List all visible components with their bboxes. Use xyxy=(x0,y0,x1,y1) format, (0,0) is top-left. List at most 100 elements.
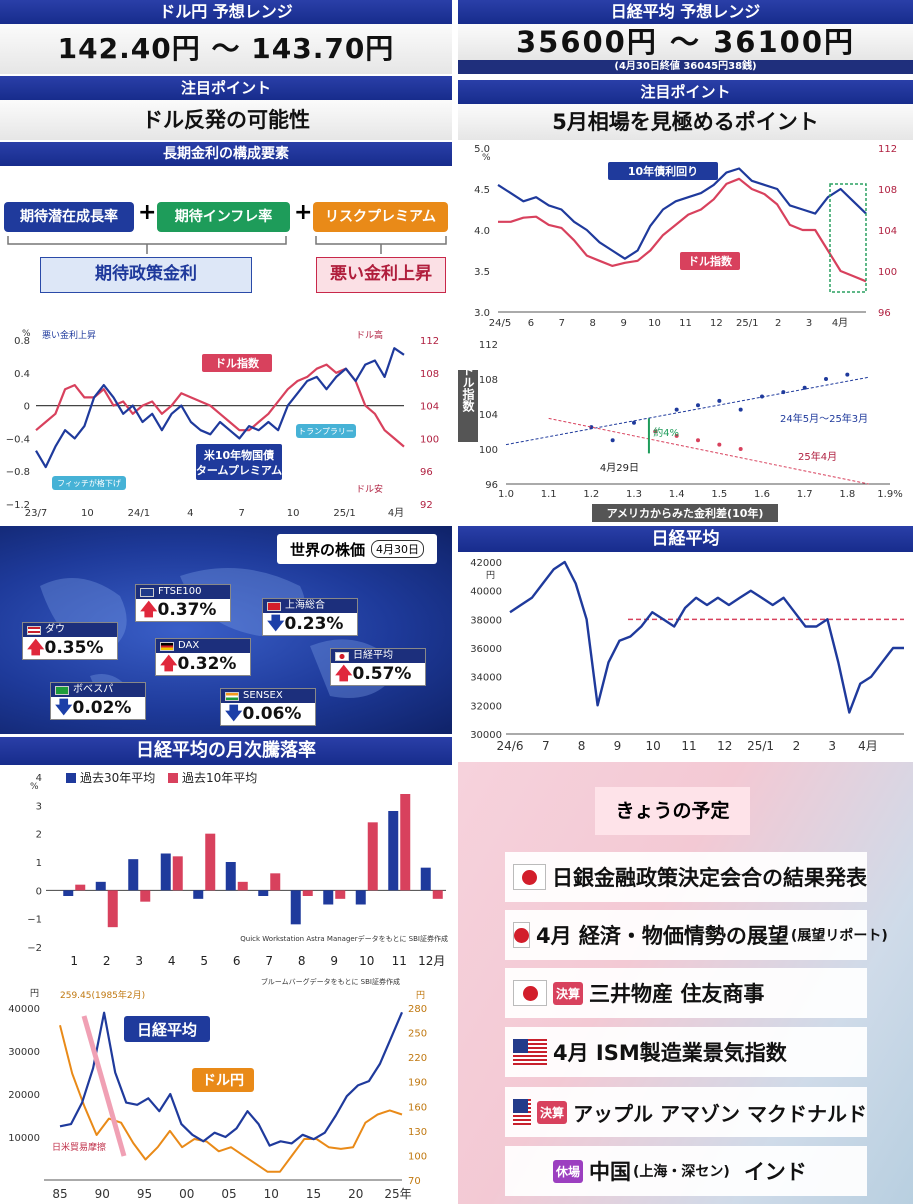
bar xyxy=(400,794,411,891)
y-tick: 0 xyxy=(36,886,42,897)
label-box xyxy=(196,444,282,480)
bar xyxy=(63,890,74,896)
x-tick: 10 xyxy=(648,318,661,329)
y2-tick: 100 xyxy=(878,267,897,278)
x-tick: 10 xyxy=(359,954,374,968)
bar xyxy=(160,853,171,891)
japan-flag-icon xyxy=(513,922,530,948)
x-tick: 90 xyxy=(95,1187,110,1201)
x-tick: 1.1 xyxy=(541,489,557,500)
earnings-tag: 決算 xyxy=(553,981,584,1005)
nikkei-low: 35600円 xyxy=(515,25,658,59)
y2-tick: 112 xyxy=(878,144,897,155)
y-tick: 34000 xyxy=(470,673,502,684)
annotation: 10年債利回り xyxy=(628,164,698,178)
index-bovespa: ボベスパ 🡇0.02% xyxy=(50,682,146,720)
x-tick: 24/5 xyxy=(489,318,511,329)
usdjpy-line xyxy=(59,1024,403,1173)
arrow-up-icon: 🡅 xyxy=(140,600,158,620)
x-tick: 7 xyxy=(559,318,565,329)
x-tick: 1.5 xyxy=(711,489,727,500)
x-tick: 11 xyxy=(681,739,696,753)
index-name: 上海総合 xyxy=(285,600,325,611)
nikkei-range-title: 日経平均 予想レンジ xyxy=(458,0,913,24)
schedule-item: 決算 アップル アマゾン マクドナルド xyxy=(505,1087,867,1137)
legend-label: 過去30年平均 xyxy=(80,771,155,785)
x-tick: 24/6 xyxy=(497,739,524,753)
y2-tick: 108 xyxy=(878,185,897,196)
annotation: 米10年物国債 xyxy=(203,448,274,462)
bar xyxy=(237,881,248,891)
label-box xyxy=(124,1016,210,1042)
arrow-down-icon: 🡇 xyxy=(267,614,285,634)
index-value: 0.23% xyxy=(284,614,344,634)
y-tick: 38000 xyxy=(470,615,502,626)
x-tick: 95 xyxy=(137,1187,152,1201)
x-tick: 25年 xyxy=(384,1187,411,1201)
x-tick: 10 xyxy=(646,739,661,753)
label-box xyxy=(202,354,272,372)
bar xyxy=(355,890,366,905)
us-flag-icon xyxy=(513,1039,547,1065)
scatter-point xyxy=(717,442,722,447)
schedule-sub: (上海・深セン) xyxy=(633,1164,730,1180)
y-unit: % xyxy=(482,153,491,163)
schedule-tail: インド xyxy=(743,1160,807,1184)
index-dow: ダウ 🡅0.35% xyxy=(22,622,118,660)
label-box xyxy=(680,252,740,270)
index-ftse: FTSE100 🡅0.37% xyxy=(135,584,231,622)
nikkei-line xyxy=(59,1011,404,1147)
x-tick: 12 xyxy=(717,739,732,753)
y-tick: 2 xyxy=(36,830,42,841)
y-tick: 3 xyxy=(36,801,42,812)
annotation: 25年4月 xyxy=(798,450,837,463)
scatter-point xyxy=(760,394,764,399)
trend-arrow xyxy=(81,1015,127,1157)
schedule-text: 中国 xyxy=(589,1160,632,1184)
world-stocks-title: 世界の株価 xyxy=(289,540,365,559)
bar xyxy=(193,890,204,899)
y-tick: 40000 xyxy=(470,587,502,598)
schedule-item: 日銀金融政策決定会合の結果発表 xyxy=(505,852,867,902)
monthly-chart-title: 日経平均の月次騰落率 xyxy=(0,737,452,765)
nikkei-line xyxy=(509,560,904,714)
highlight-box xyxy=(829,183,867,293)
earnings-tag: 決算 xyxy=(537,1100,568,1124)
y-tick: 112 xyxy=(479,340,498,351)
bar xyxy=(75,884,86,891)
y2-tick: 190 xyxy=(408,1078,427,1089)
y-tick: −1.2 xyxy=(6,500,30,511)
legend-label: 過去10年平均 xyxy=(182,771,257,785)
brackets xyxy=(7,236,447,254)
index-value: 0.32% xyxy=(177,654,237,674)
nikkei-close-note: (4月30日終値 36045円38銭) xyxy=(458,60,913,74)
y2-tick: 250 xyxy=(408,1029,427,1040)
x-tick: 6 xyxy=(528,318,534,329)
y-tick: −0.8 xyxy=(6,467,30,478)
x-tick: 7 xyxy=(239,508,245,519)
focus-left-text: ドル反発の可能性 xyxy=(0,100,452,140)
plus-1: + xyxy=(138,200,157,225)
y-tick: 0.8 xyxy=(14,336,30,347)
plus-2: + xyxy=(294,200,313,225)
x-tick: 3 xyxy=(135,954,143,968)
y2-tick: 130 xyxy=(408,1127,427,1138)
x-tick: 11 xyxy=(679,318,692,329)
x-tick: 7 xyxy=(265,954,273,968)
y-unit: 円 xyxy=(30,988,39,999)
x-tick: 9 xyxy=(620,318,626,329)
annotation: ドル高 xyxy=(356,329,383,341)
annotation: ドル指数 xyxy=(688,254,733,268)
y2-tick: 108 xyxy=(420,369,439,380)
y-tick: 0 xyxy=(24,402,30,413)
bar xyxy=(107,890,118,928)
bar xyxy=(172,856,183,891)
y-tick: 108 xyxy=(479,375,498,386)
source-note: Quick Workstation Astra Managerデータをもとに S… xyxy=(240,934,448,943)
x-tick: 4月 xyxy=(858,739,878,753)
x-tick: 24/1 xyxy=(128,508,150,519)
scatter-point xyxy=(674,433,679,438)
schedule-title: きょうの予定 xyxy=(595,787,750,835)
x-tick: 10 xyxy=(287,508,300,519)
y-tick: 10000 xyxy=(8,1133,40,1144)
